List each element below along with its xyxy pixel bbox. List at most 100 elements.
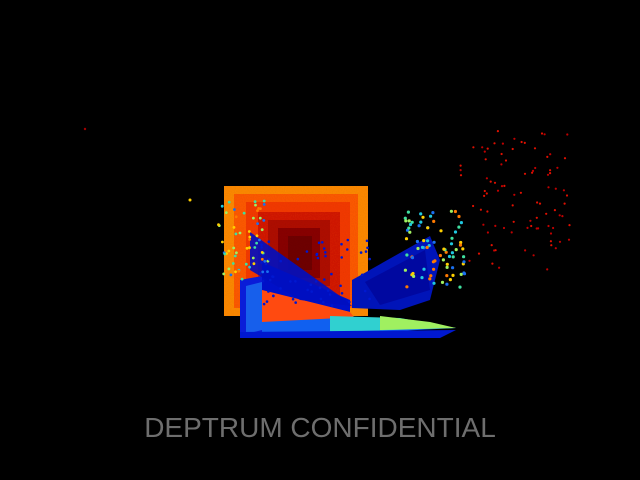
scatter-point [438,253,442,258]
scatter-point [260,246,264,249]
scatter-point [540,132,544,135]
scatter-point [500,152,503,156]
scatter-point [445,265,449,269]
scatter-point [534,166,537,170]
scatter-point [451,273,455,277]
scatter-point [237,269,241,273]
scatter-point [222,272,226,276]
scatter-point [271,275,274,278]
scatter-point [545,212,548,215]
scatter-point [314,280,318,283]
scatter-point [227,267,231,271]
scatter-point [404,237,409,241]
scatter-point [440,280,445,284]
scatter-point [535,227,538,230]
scatter-point [262,302,266,306]
scattered-points [217,130,571,307]
scatter-point [442,247,446,251]
scatter-point [403,216,407,220]
scatter-point [289,280,292,283]
scatter-point [489,180,492,183]
scatter-point [496,130,499,133]
scatter-point [483,150,486,153]
scatter-point [459,221,463,225]
scatter-point [538,202,542,205]
scatter-point [511,147,514,151]
scatter-point [248,238,252,241]
box-left-wall-cyan [246,282,262,334]
scatter-point [229,273,233,277]
scatter-point [462,271,466,275]
scatter-point [260,261,263,264]
scatter-point [459,169,462,172]
scatter-point [232,226,236,229]
scatter-point [420,245,425,249]
scatter-point [364,250,368,253]
scatter-point [485,192,488,195]
scatter-point [260,251,264,254]
scatter-point [483,194,486,197]
scatter-point [310,290,314,293]
scatter-point [486,231,489,234]
scatter-point [262,219,266,222]
scatter-point [408,222,413,227]
scatter-point [513,137,516,140]
scatter-point [549,232,553,235]
scatter-point [520,140,523,144]
scatter-point [260,228,264,232]
scatter-point [556,166,559,169]
scatter-point [453,230,458,234]
scatter-point [240,277,244,281]
scatter-point [490,244,493,247]
scatter-point [264,262,268,266]
scatter-point [330,304,334,307]
scatter-point [477,252,481,255]
scatter-point [445,274,449,278]
scatter-point [554,247,557,250]
blue-plane-inner [365,250,430,305]
scatter-point [224,211,228,215]
blue-wedge [250,232,352,306]
scatter-point [258,216,262,220]
scatter-point [235,251,238,255]
scatter-point [479,208,482,211]
scatter-point [481,146,484,149]
scatter-point [529,219,532,222]
scatter-point [511,204,514,207]
scatter-point [431,260,435,264]
scatter-point [232,246,236,250]
scatter-point [417,224,421,228]
scatter-point [552,226,555,230]
scatter-point [251,256,255,260]
confidential-watermark: DEPTRUM CONFIDENTIAL [144,412,496,443]
scatter-point [444,250,448,254]
scatter-point [445,262,449,266]
scatter-point [296,257,300,261]
scatter-point [324,251,327,254]
scatter-point [233,208,236,211]
scatter-point [472,146,475,149]
scatter-point [502,226,506,230]
scatter-point [322,301,325,304]
scatter-point [566,133,569,136]
scatter-point [500,185,504,188]
scatter-point [531,171,534,174]
scatter-point [451,266,455,270]
scatter-point [407,226,411,230]
scatter-point [405,253,409,257]
scatter-point [459,272,463,276]
scatter-point [485,177,488,180]
scatter-point [513,193,516,196]
scatter-point [316,256,320,260]
scatter-point [294,301,298,304]
scatter-point [261,270,265,274]
scatter-point [526,226,529,229]
scatter-point [420,276,424,280]
scatter-point [458,243,463,247]
scatter-point [432,281,436,285]
scatter-point [503,184,506,187]
scatter-point [248,235,252,239]
scatter-point [568,224,571,227]
scatter-point [227,200,231,204]
